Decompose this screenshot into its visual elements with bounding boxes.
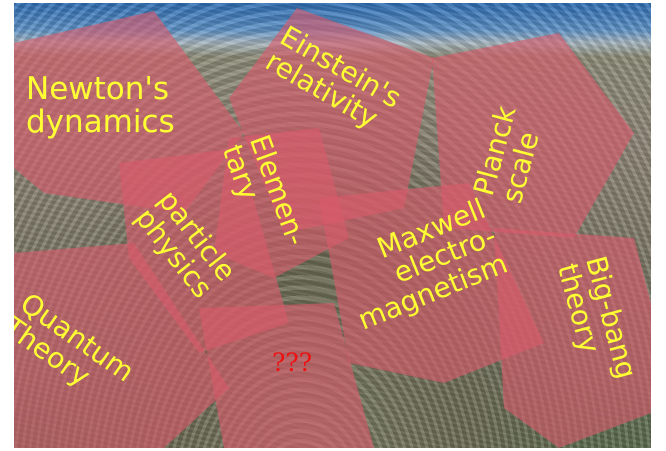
tile-bigbang (494, 228, 651, 448)
tile-maxwell (319, 183, 544, 383)
overlay-tiles (14, 8, 651, 448)
tile-center (199, 303, 374, 448)
aerial-photo: Newton's dynamics Einstein's relativity … (14, 3, 651, 448)
tile-quantum (14, 243, 229, 448)
label-unknown: ??? (272, 348, 313, 377)
label-newton-dynamics: Newton's dynamics (26, 71, 175, 140)
tile-planck (432, 33, 634, 238)
